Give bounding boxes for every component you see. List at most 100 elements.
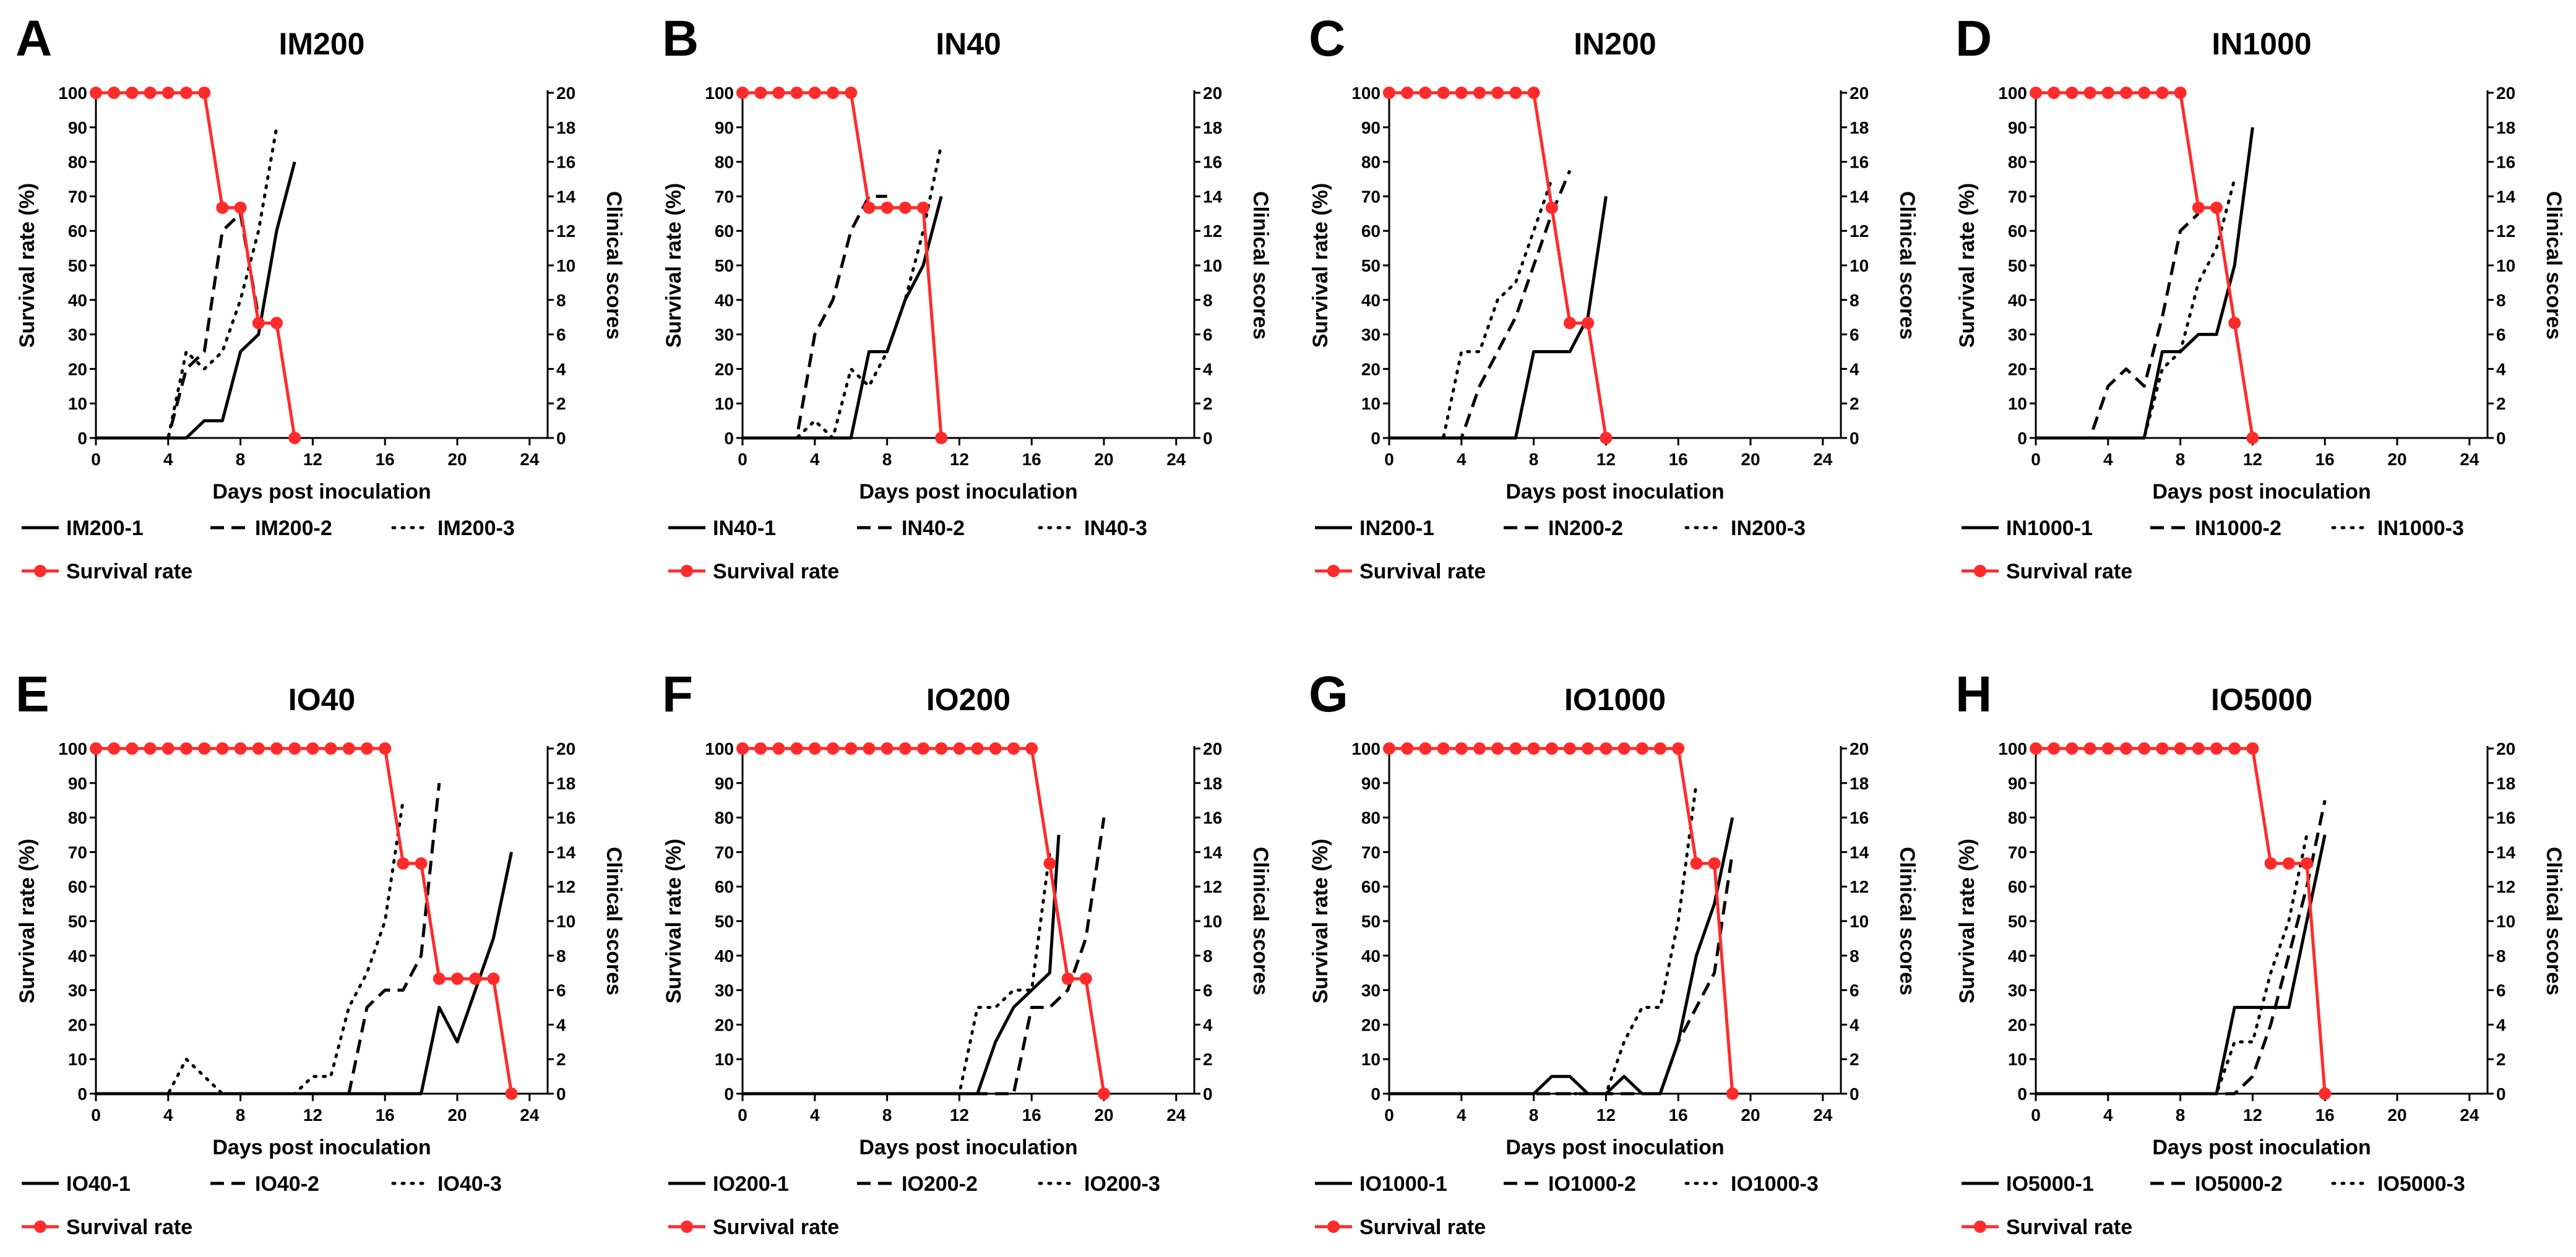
y2-tick-label: 8: [556, 946, 566, 966]
legend-label: IN200-3: [1731, 517, 1806, 540]
y-tick-label: 40: [68, 946, 87, 966]
survival-point: [2156, 87, 2169, 99]
x-tick-label: 8: [1529, 450, 1539, 469]
survival-point: [1491, 742, 1504, 755]
survival-point: [270, 317, 283, 330]
y-tick-label: 90: [68, 118, 87, 137]
x-axis-title: Days post inoculation: [2152, 1136, 2371, 1159]
y-axis-title: Survival rate (%): [1955, 839, 1979, 1003]
y2-tick-label: 14: [1850, 187, 1869, 206]
y2-tick-label: 6: [556, 981, 566, 1000]
survival-point: [1098, 1088, 1110, 1100]
clinical-score-line-dashed: [96, 212, 261, 440]
legend-label: IN200-1: [1359, 517, 1434, 540]
y-tick-label: 50: [1361, 912, 1381, 931]
x-tick-label: 4: [810, 450, 820, 469]
survival-point: [1383, 742, 1395, 755]
y-tick-label: 10: [68, 394, 87, 413]
survival-point: [1383, 87, 1395, 99]
panel-letter: B: [662, 11, 699, 67]
y-tick-label: 0: [77, 1084, 87, 1104]
x-axis-title: Days post inoculation: [859, 1136, 1077, 1159]
x-tick-label: 20: [1741, 450, 1760, 469]
y2-tick-label: 0: [1850, 429, 1859, 448]
survival-point: [433, 972, 446, 985]
y-tick-label: 20: [68, 359, 87, 379]
survival-point: [270, 742, 283, 755]
legend-survival-marker: [681, 1221, 693, 1233]
y-tick-label: 40: [715, 291, 734, 310]
legend-survival-marker: [681, 565, 693, 577]
x-tick-label: 4: [163, 450, 173, 469]
legend-label-survival: Survival rate: [66, 1216, 192, 1239]
y2-tick-label: 18: [556, 118, 575, 137]
y-tick-label: 60: [68, 877, 87, 896]
survival-point: [90, 742, 102, 755]
legend-label: IO5000-3: [2377, 1172, 2465, 1196]
y2-tick-label: 20: [1850, 739, 1869, 758]
y-tick-label: 30: [68, 325, 87, 345]
panel-title: IO1000: [1564, 682, 1666, 717]
y2-tick-label: 16: [1203, 809, 1222, 828]
survival-point: [90, 87, 102, 99]
y2-tick-label: 2: [556, 1050, 566, 1069]
survival-point: [487, 972, 500, 985]
survival-point: [863, 742, 876, 755]
y2-tick-label: 6: [1203, 981, 1213, 1000]
survival-point: [2301, 857, 2313, 870]
survival-point: [772, 742, 785, 755]
panel-letter: E: [15, 666, 50, 723]
y2-tick-label: 0: [556, 429, 566, 448]
y-tick-label: 100: [1998, 84, 2027, 103]
survival-point: [1455, 87, 1468, 99]
y-tick-label: 90: [68, 774, 87, 793]
survival-point: [1025, 742, 1038, 755]
survival-point: [790, 742, 803, 755]
y2-tick-label: 10: [1850, 256, 1869, 275]
survival-point: [252, 742, 265, 755]
legend-label: IO200-1: [713, 1172, 789, 1196]
y-tick-label: 100: [1351, 84, 1381, 103]
y2-tick-label: 6: [1850, 325, 1859, 345]
y2-tick-label: 16: [1203, 153, 1222, 172]
y-tick-label: 60: [715, 877, 734, 896]
y-tick-label: 0: [77, 429, 87, 448]
survival-point: [162, 87, 174, 99]
survival-point: [2192, 201, 2205, 214]
legend-label: IN40-3: [1084, 517, 1147, 540]
x-tick-label: 0: [738, 1105, 747, 1125]
y2-tick-label: 10: [556, 256, 575, 275]
y2-tick-label: 14: [556, 187, 576, 206]
x-tick-label: 24: [1166, 450, 1186, 469]
survival-point: [736, 87, 749, 99]
survival-point: [808, 742, 821, 755]
y-tick-label: 10: [2008, 394, 2027, 413]
survival-point: [2156, 742, 2169, 755]
y-tick-label: 100: [1998, 739, 2027, 758]
survival-point: [2282, 857, 2295, 870]
y2-tick-label: 18: [1850, 774, 1869, 793]
survival-point: [2138, 742, 2151, 755]
legend-label: IO200-2: [902, 1172, 978, 1196]
survival-point: [808, 87, 821, 99]
x-tick-label: 8: [236, 450, 246, 469]
y2-tick-label: 20: [556, 739, 575, 758]
y-tick-label: 80: [1361, 809, 1381, 828]
x-tick-label: 12: [950, 450, 969, 469]
survival-point: [845, 87, 858, 99]
panel-g: G IO1000010203040506070809010002468101214…: [1309, 666, 1919, 1239]
x-tick-label: 12: [950, 1105, 969, 1125]
survival-point: [1690, 857, 1703, 870]
x-tick-label: 16: [1022, 1105, 1041, 1125]
panel-d: D IN1000010203040506070809010002468101214…: [1955, 11, 2565, 583]
x-tick-label: 0: [1384, 450, 1394, 469]
y2-tick-label: 10: [556, 912, 575, 931]
survival-point: [881, 201, 894, 214]
survival-point: [863, 201, 876, 214]
survival-point: [1491, 87, 1504, 99]
y-tick-label: 80: [68, 809, 87, 828]
x-axis-title: Days post inoculation: [1506, 480, 1724, 504]
y2-tick-label: 12: [556, 221, 575, 241]
clinical-score-line-solid: [1389, 817, 1734, 1096]
y2-tick-label: 4: [556, 359, 566, 379]
